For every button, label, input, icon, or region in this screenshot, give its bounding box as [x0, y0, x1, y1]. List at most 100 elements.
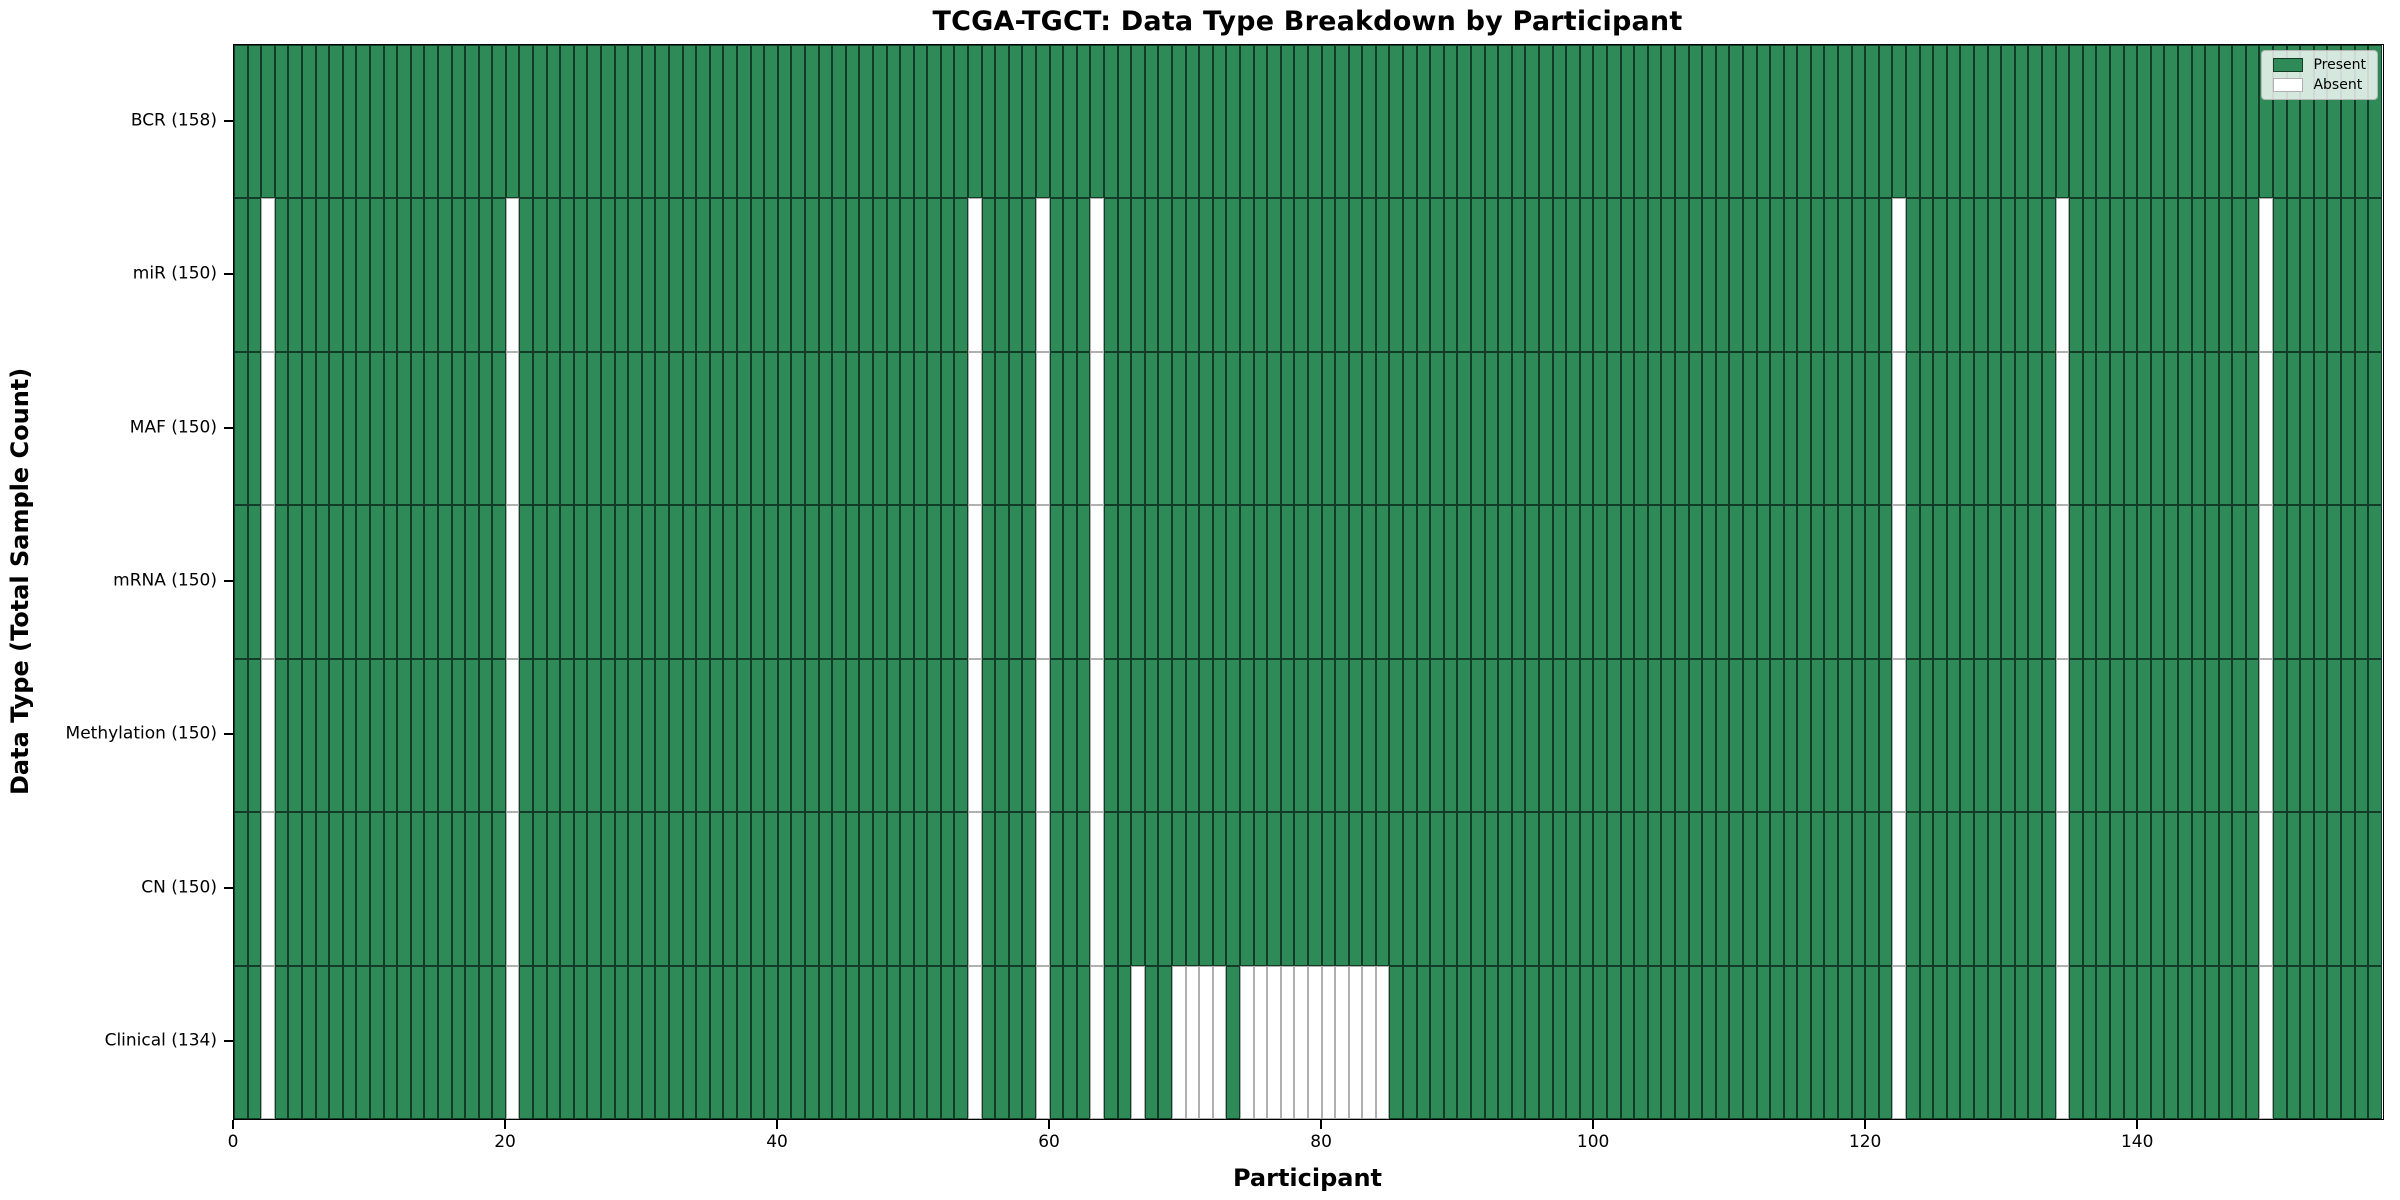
heatmap-cell	[1770, 812, 1784, 966]
heatmap-cell	[2055, 45, 2070, 199]
heatmap-cell	[1946, 658, 1961, 813]
heatmap-cell	[1117, 812, 1132, 966]
heatmap-cell	[709, 658, 724, 813]
heatmap-cell	[628, 45, 642, 199]
heatmap-cell	[1375, 351, 1390, 506]
heatmap-cell	[369, 658, 384, 813]
heatmap-cell	[1049, 505, 1064, 659]
heatmap-cell	[872, 198, 887, 352]
heatmap-cell	[804, 45, 819, 199]
heatmap-cell	[1715, 812, 1730, 966]
heatmap-cell	[1457, 505, 1472, 659]
heatmap-cell	[1199, 658, 1213, 813]
heatmap-cell	[546, 198, 561, 352]
heatmap-cell	[2014, 505, 2029, 659]
heatmap-cell	[1715, 351, 1730, 506]
heatmap-cell	[274, 658, 289, 813]
heatmap-cell	[2232, 965, 2246, 1119]
heatmap-cell	[1974, 351, 1988, 506]
heatmap-cell	[750, 45, 765, 199]
heatmap-cell	[247, 45, 262, 199]
heatmap-cell	[927, 351, 941, 506]
heatmap-cell	[709, 505, 724, 659]
heatmap-cell	[1416, 45, 1431, 199]
heatmap-cell	[465, 965, 479, 1119]
heatmap-cell	[1606, 505, 1621, 659]
heatmap-cell	[1756, 198, 1771, 352]
heatmap-cell	[818, 198, 833, 352]
heatmap-cell	[1620, 45, 1635, 199]
heatmap-cell	[1457, 658, 1472, 813]
heatmap-cell	[1865, 45, 1879, 199]
x-tick-mark	[232, 1119, 234, 1129]
heatmap-cell	[1783, 45, 1798, 199]
heatmap-cell	[2273, 351, 2287, 506]
heatmap-cell	[1620, 505, 1635, 659]
heatmap-cell	[288, 45, 302, 199]
heatmap-cell	[845, 45, 860, 199]
heatmap-cell	[1783, 351, 1798, 506]
heatmap-cell	[1892, 965, 1907, 1119]
heatmap-cell	[655, 45, 669, 199]
heatmap-cell	[2082, 812, 2097, 966]
heatmap-cell	[1375, 505, 1390, 659]
heatmap-cell	[940, 812, 955, 966]
heatmap-cell	[1606, 812, 1621, 966]
heatmap-cell	[1280, 505, 1295, 659]
heatmap-cell	[1457, 198, 1472, 352]
heatmap-cell	[1525, 965, 1539, 1119]
heatmap-cell	[2313, 505, 2328, 659]
heatmap-cell	[1810, 505, 1825, 659]
heatmap-cell	[1566, 505, 1580, 659]
heatmap-cell	[1647, 965, 1662, 1119]
x-tick-mark	[1592, 1119, 1595, 1129]
heatmap-cell	[1756, 45, 1771, 199]
heatmap-cell	[2028, 198, 2042, 352]
heatmap-cell	[1022, 505, 1037, 659]
heatmap-cell	[1403, 658, 1417, 813]
heatmap-cell	[2069, 351, 2083, 506]
heatmap-cell	[1212, 812, 1227, 966]
heatmap-cell	[1443, 965, 1458, 1119]
heatmap-cell	[1824, 812, 1839, 966]
heatmap-cell	[777, 812, 792, 966]
heatmap-cell	[1185, 505, 1200, 659]
heatmap-cell	[872, 812, 887, 966]
heatmap-cell	[1838, 965, 1852, 1119]
heatmap-cell	[1267, 658, 1281, 813]
heatmap-cell	[995, 658, 1009, 813]
heatmap-cell	[261, 505, 275, 659]
heatmap-cell	[2313, 351, 2328, 506]
heatmap-cell	[465, 812, 479, 966]
heatmap-cell	[954, 45, 969, 199]
heatmap-cell	[424, 198, 438, 352]
heatmap-cell	[723, 505, 737, 659]
heatmap-cell	[1294, 658, 1308, 813]
heatmap-cell	[2164, 505, 2178, 659]
heatmap-cell	[669, 658, 683, 813]
x-tick-label: 100	[1576, 1132, 1610, 1152]
heatmap-cell	[2286, 658, 2301, 813]
heatmap-cell	[2137, 351, 2151, 506]
heatmap-cell	[1838, 658, 1852, 813]
heatmap-cell	[764, 505, 778, 659]
heatmap-cell	[2205, 351, 2219, 506]
heatmap-cell	[505, 351, 520, 506]
heatmap-cell	[1647, 812, 1662, 966]
heatmap-cell	[1416, 812, 1431, 966]
heatmap-cell	[1158, 45, 1172, 199]
heatmap-cell	[736, 965, 751, 1119]
heatmap-cell	[1076, 965, 1091, 1119]
heatmap-cell	[1403, 505, 1417, 659]
heatmap-cell	[247, 351, 262, 506]
heatmap-cell	[560, 45, 574, 199]
heatmap-cell	[791, 505, 805, 659]
heatmap-cell	[356, 658, 370, 813]
heatmap-cell	[1539, 505, 1553, 659]
heatmap-cell	[859, 658, 873, 813]
heatmap-cell	[2150, 505, 2165, 659]
heatmap-cell	[1131, 45, 1145, 199]
heatmap-cell	[1851, 45, 1866, 199]
heatmap-cell	[1226, 812, 1240, 966]
heatmap-cell	[2164, 198, 2178, 352]
